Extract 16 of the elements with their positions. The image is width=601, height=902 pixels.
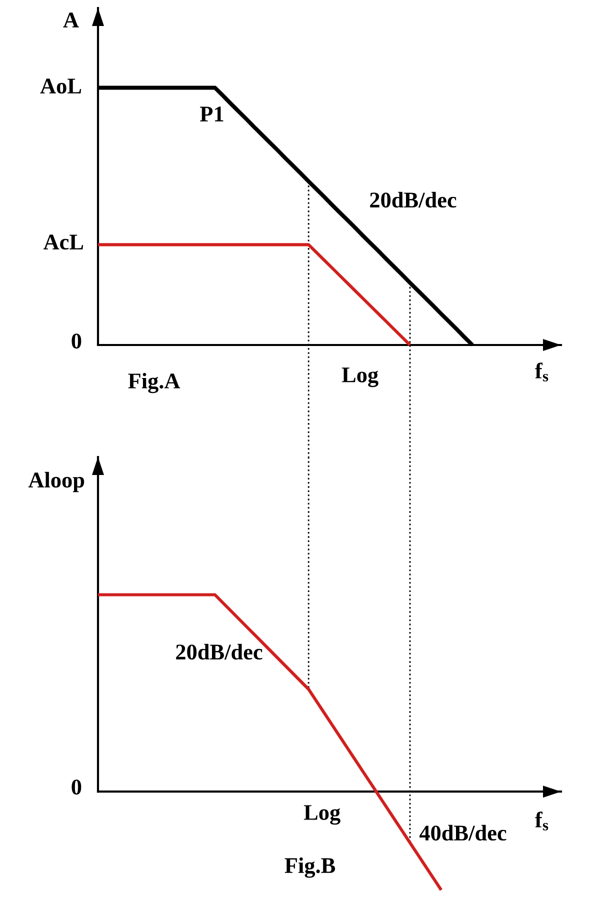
annotation: P1 <box>200 106 224 122</box>
text: AoL <box>40 78 82 94</box>
text: Fig.B <box>284 857 336 878</box>
annotation: 20dB/dec <box>176 644 262 660</box>
text: AcL <box>43 234 84 250</box>
annotation: 20dB/dec <box>370 192 456 208</box>
text: 0 <box>72 780 82 795</box>
text: f$_{s}$ <box>535 362 548 382</box>
x-axis-title: Log <box>304 805 340 825</box>
annotation: 40dB/dec <box>419 824 506 841</box>
text: 0 <box>72 334 82 349</box>
x-axis-title: Log <box>342 368 378 388</box>
text: Fig.A <box>128 372 180 394</box>
y-axis-title: Aloop <box>28 472 84 492</box>
annotation: f$_{s}$ <box>535 812 548 830</box>
y-axis-title: A <box>63 12 79 28</box>
